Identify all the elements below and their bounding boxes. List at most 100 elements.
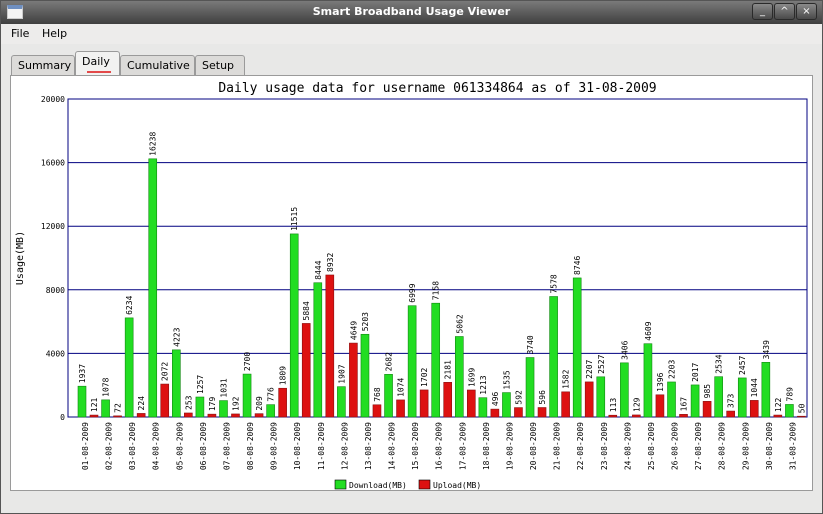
menu-file[interactable]: File [11, 27, 30, 40]
upload-value-label: 1582 [562, 369, 571, 388]
download-bar [337, 386, 346, 418]
upload-value-label: 129 [632, 397, 641, 412]
y-tick-label: 20000 [41, 95, 65, 104]
x-tick-label: 26-08-2009 [671, 422, 680, 470]
upload-value-label: 1074 [397, 377, 406, 396]
download-value-label: 1213 [479, 375, 488, 394]
download-bar [407, 305, 417, 418]
y-tick-label: 0 [60, 413, 65, 422]
download-bar [195, 396, 205, 418]
download-bar [431, 302, 441, 418]
close-button[interactable]: × [796, 3, 817, 20]
download-value-label: 4223 [172, 327, 181, 346]
download-bar [313, 282, 323, 418]
download-bar [572, 277, 582, 418]
download-bar [242, 373, 252, 418]
download-value-label: 2527 [597, 354, 606, 373]
upload-bar [184, 412, 193, 418]
download-value-label: 3740 [526, 335, 535, 354]
x-tick-label: 07-08-2009 [222, 422, 231, 470]
upload-bar [160, 383, 170, 418]
upload-bar [561, 391, 570, 418]
upload-value-label: 209 [255, 396, 264, 411]
download-bar [596, 376, 606, 418]
y-tick-label: 16000 [41, 159, 65, 168]
upload-bar [702, 401, 712, 418]
tab-cumulative[interactable]: Cumulative [120, 55, 195, 76]
download-bar [525, 357, 535, 418]
x-tick-label: 06-08-2009 [199, 422, 208, 470]
upload-value-label: 192 [231, 396, 240, 411]
upload-value-label: 5884 [302, 301, 311, 320]
download-value-label: 2700 [243, 352, 252, 371]
upload-bar [466, 389, 476, 418]
upload-bar [231, 413, 240, 418]
y-tick-label: 4000 [46, 349, 65, 358]
upload-value-label: 2072 [161, 362, 170, 381]
daily-chart-panel: Daily usage data for username 061334864 … [10, 75, 813, 491]
tab-summary[interactable]: Summary [11, 55, 75, 76]
x-tick-label: 10-08-2009 [293, 422, 302, 470]
tab-daily[interactable]: Daily [75, 51, 120, 77]
daily-usage-chart: Daily usage data for username 061334864 … [15, 81, 808, 490]
x-tick-label: 13-08-2009 [364, 422, 373, 470]
download-bar [549, 296, 558, 418]
download-value-label: 1907 [337, 364, 346, 383]
download-bar [289, 233, 299, 418]
upload-bar [89, 414, 99, 418]
upload-bar [797, 415, 806, 418]
download-value-label: 2534 [715, 354, 724, 373]
window-icon[interactable] [7, 5, 23, 19]
download-value-label: 2203 [668, 360, 677, 379]
upload-value-label: 1044 [750, 378, 759, 397]
x-tick-label: 31-08-2009 [788, 422, 797, 470]
upload-value-label: 768 [373, 387, 382, 402]
upload-bar [113, 415, 122, 418]
y-tick-label: 8000 [46, 286, 65, 295]
window-title: Smart Broadband Usage Viewer [312, 5, 511, 18]
maximize-button[interactable]: ^ [774, 3, 795, 20]
upload-value-label: 253 [184, 395, 193, 410]
upload-value-label: 179 [208, 397, 217, 412]
download-value-label: 7578 [550, 274, 559, 293]
upload-value-label: 224 [137, 396, 146, 411]
download-value-label: 4609 [644, 321, 653, 340]
download-value-label: 1937 [78, 364, 87, 383]
minimize-button[interactable]: _ [752, 3, 773, 20]
download-bar [124, 317, 134, 418]
upload-bar [443, 382, 453, 418]
tab-setup[interactable]: Setup [195, 55, 245, 76]
upload-bar [372, 404, 382, 418]
download-bar [219, 400, 228, 418]
download-bar [266, 404, 275, 418]
download-value-label: 6234 [125, 295, 134, 314]
download-bar [101, 399, 110, 418]
x-tick-label: 15-08-2009 [411, 422, 420, 470]
download-bar [761, 362, 771, 418]
menu-help[interactable]: Help [42, 27, 68, 40]
resize-grip[interactable] [811, 493, 822, 513]
legend-upload-label: Upload(MB) [433, 481, 481, 490]
upload-bar [396, 399, 405, 418]
x-tick-label: 08-08-2009 [246, 422, 255, 470]
title-bar[interactable]: Smart Broadband Usage Viewer _ ^ × [1, 1, 822, 24]
legend-download-label: Download(MB) [349, 481, 407, 490]
y-axis-label: Usage(MB) [15, 231, 26, 285]
download-value-label: 5062 [455, 314, 464, 333]
x-tick-label: 21-08-2009 [553, 422, 562, 470]
download-value-label: 16238 [149, 132, 158, 156]
y-tick-label: 12000 [41, 222, 65, 231]
x-tick-label: 14-08-2009 [388, 422, 397, 470]
upload-value-label: 122 [774, 397, 783, 412]
download-bar [737, 377, 747, 418]
x-tick-label: 12-08-2009 [340, 422, 349, 470]
download-value-label: 6999 [408, 283, 417, 302]
upload-bar [207, 413, 217, 418]
upload-value-label: 113 [609, 398, 618, 413]
upload-value-label: 985 [703, 384, 712, 399]
x-tick-label: 02-08-2009 [105, 422, 114, 470]
download-value-label: 5203 [361, 312, 370, 331]
upload-bar [726, 410, 735, 418]
menu-bar: File Help [1, 24, 822, 44]
